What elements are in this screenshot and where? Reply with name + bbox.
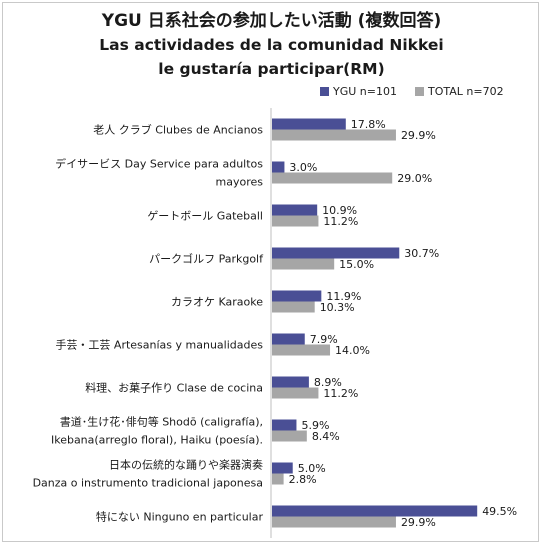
bar-ygu <box>272 462 293 474</box>
data-label-total: 29.9% <box>401 129 436 142</box>
data-label-total: 11.2% <box>323 215 358 228</box>
bar-ygu <box>272 204 318 216</box>
bar-total <box>272 172 393 184</box>
data-label-ygu: 30.7% <box>404 247 439 260</box>
bar-ygu <box>272 247 400 259</box>
data-label-ygu: 10.9% <box>322 204 357 217</box>
category-label: パークゴルフ Parkgolf <box>149 252 264 266</box>
data-label-total: 2.8% <box>289 473 317 486</box>
category-label: 老人 クラブ Clubes de Ancianos <box>93 123 263 137</box>
data-label-ygu: 7.9% <box>310 333 338 346</box>
chart-title-line-3: le gustaría participar(RM) <box>158 60 385 78</box>
legend-swatch-ygu <box>320 87 329 96</box>
category-label: Danza o instrumento tradicional japonesa <box>33 477 263 490</box>
data-label-total: 14.0% <box>335 344 370 357</box>
category-label: デイサービス Day Service para adultos <box>55 157 263 171</box>
bar-total <box>272 516 396 528</box>
category-label: Ikebana(arreglo floral), Haiku (poesía). <box>51 434 263 447</box>
data-label-ygu: 5.9% <box>301 419 329 432</box>
bar-total <box>272 129 396 141</box>
category-label: ゲートボール Gateball <box>147 210 263 223</box>
bar-ygu <box>272 419 297 431</box>
chart-title-line-1: YGU 日系社会の参加したい活動 (複数回答) <box>101 11 442 31</box>
legend-label-ygu: YGU n=101 <box>333 85 397 98</box>
bar-total <box>272 215 319 227</box>
bar-ygu <box>272 161 285 173</box>
data-label-total: 8.4% <box>312 430 340 443</box>
category-label: mayores <box>216 176 264 189</box>
bar-total <box>272 301 315 313</box>
category-label: カラオケ Karaoke <box>171 296 263 309</box>
legend-item-ygu: YGU n=101 <box>320 85 397 98</box>
data-label-total: 11.2% <box>323 387 358 400</box>
data-label-total: 15.0% <box>339 258 374 271</box>
bar-ygu <box>272 505 478 517</box>
bar-ygu <box>272 118 346 130</box>
legend-item-total: TOTAL n=702 <box>415 85 504 98</box>
bar-total <box>272 430 307 442</box>
bar-ygu <box>272 333 305 345</box>
data-label-ygu: 11.9% <box>326 290 361 303</box>
data-label-total: 29.0% <box>397 172 432 185</box>
bar-ygu <box>272 376 309 388</box>
legend-label-total: TOTAL n=702 <box>428 85 504 98</box>
chart-title-line-2: Las actividades de la comunidad Nikkei <box>99 36 444 54</box>
category-label: 書道･生け花･俳句等 Shodō (caligrafía), <box>60 415 263 429</box>
data-label-ygu: 17.8% <box>351 118 386 131</box>
data-label-total: 29.9% <box>401 516 436 529</box>
category-label: 日本の伝統的な踊りや楽器演奏 <box>109 458 263 472</box>
data-label-ygu: 3.0% <box>289 161 317 174</box>
data-label-total: 10.3% <box>320 301 355 314</box>
data-label-ygu: 49.5% <box>482 505 517 518</box>
data-label-ygu: 5.0% <box>298 462 326 475</box>
category-label: 手芸・工芸 Artesanías y manualidades <box>55 338 263 352</box>
bar-total <box>272 344 331 356</box>
bar-ygu <box>272 290 322 302</box>
bar-total <box>272 473 284 485</box>
bar-total <box>272 258 335 270</box>
category-label: 特にない Ninguno en particular <box>96 510 264 524</box>
legend-swatch-total <box>415 87 424 96</box>
data-label-ygu: 8.9% <box>314 376 342 389</box>
bar-total <box>272 387 319 399</box>
category-label: 料理、お菓子作り Clase de cocina <box>85 381 263 395</box>
